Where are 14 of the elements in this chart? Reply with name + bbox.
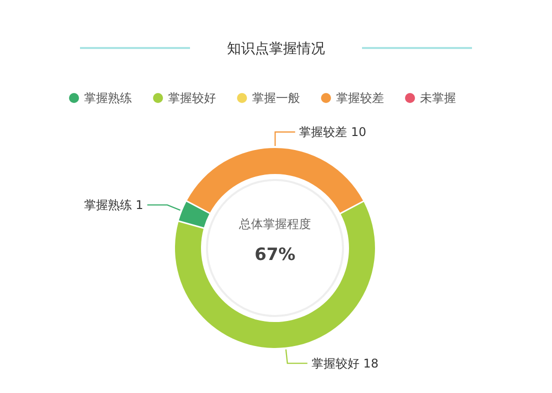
donut-slice (175, 202, 375, 348)
donut-slice (187, 148, 364, 213)
text: 67% (254, 245, 296, 265)
chart-title: 知识点掌握情况 (227, 41, 325, 57)
category-label: 掌握较差 10 (299, 125, 366, 139)
legend-label: 掌握熟练 (84, 91, 132, 105)
legend-label: 掌握较好 (168, 91, 216, 105)
donut-slice (178, 202, 210, 228)
legend-label: 未掌握 (420, 91, 456, 105)
category-label: 掌握较好 18 (311, 356, 378, 370)
legend-label: 掌握一般 (252, 91, 300, 105)
legend-label: 掌握较差 (336, 91, 384, 105)
text: 总体掌握程度 (238, 217, 311, 231)
category-label: 掌握熟练 1 (84, 198, 144, 212)
